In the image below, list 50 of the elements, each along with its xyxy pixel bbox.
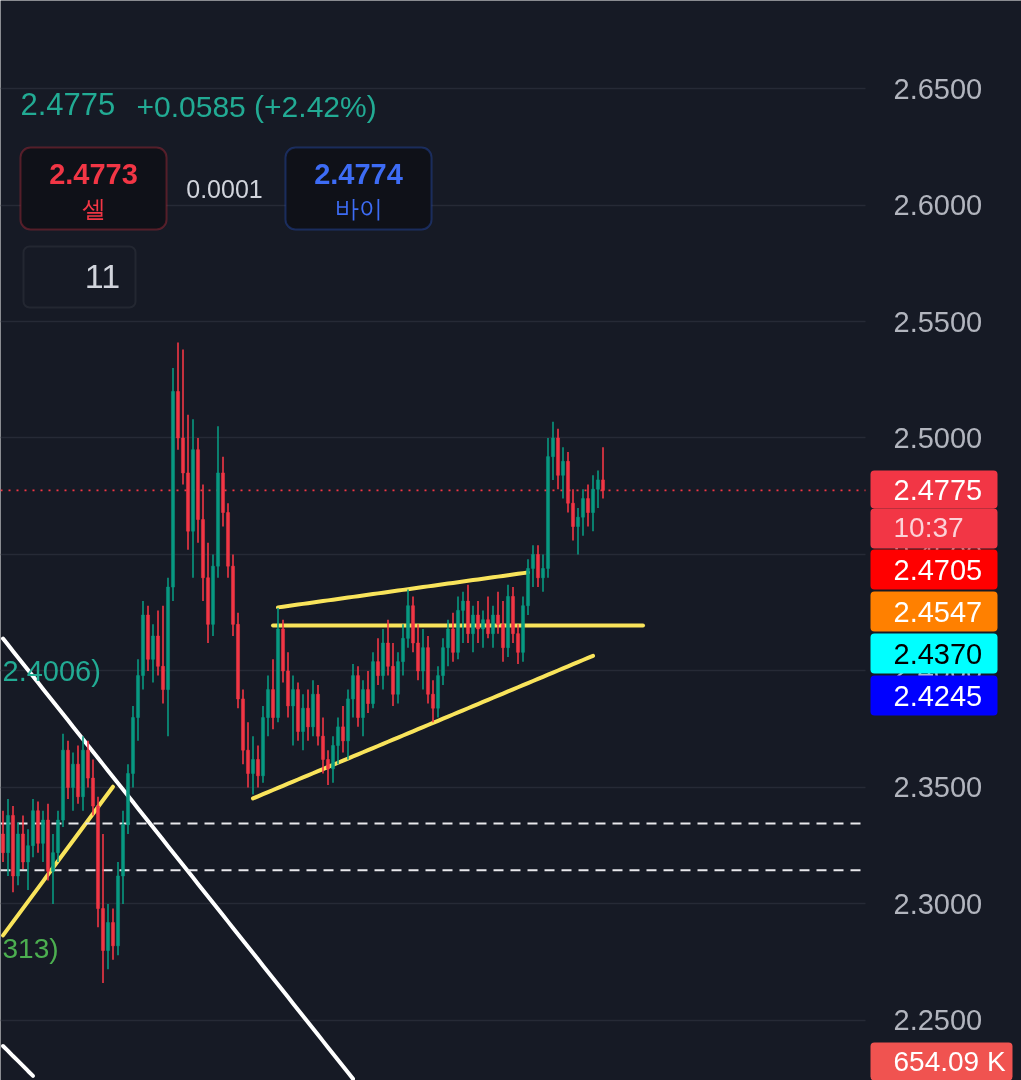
candlestick xyxy=(111,907,115,961)
candlestick xyxy=(481,609,485,649)
candlestick xyxy=(251,735,255,796)
annotation: 2.4774 xyxy=(314,157,403,190)
annotation: 313) xyxy=(2,933,59,964)
annotation: 2.4773 xyxy=(49,157,138,190)
candlestick xyxy=(41,809,45,863)
candlestick xyxy=(536,544,540,588)
y-tick-label: 2.3000 xyxy=(893,887,983,920)
candlestick xyxy=(561,446,565,500)
text: 10:37 xyxy=(893,512,964,543)
line-series xyxy=(251,653,595,801)
annotation: 2.4775 xyxy=(20,86,116,122)
candlestick xyxy=(366,670,370,714)
y-tick-label: 2.6500 xyxy=(893,72,983,105)
line-series xyxy=(1,1044,35,1078)
annotation: 0.0001 xyxy=(186,174,263,203)
candlestick xyxy=(1,809,5,863)
annotation: 11 xyxy=(84,257,121,295)
candlestick xyxy=(486,595,490,640)
text: 2.4245 xyxy=(893,679,983,712)
candlestick xyxy=(476,600,480,644)
annotation: 셀 xyxy=(81,194,106,223)
candlestick xyxy=(341,705,345,754)
text: 2.4547 xyxy=(893,595,983,628)
candlestick xyxy=(151,623,155,684)
candlestick xyxy=(421,628,425,691)
candlestick xyxy=(71,751,75,812)
y-tick-label: 2.2500 xyxy=(893,1004,983,1037)
text: 654.09 K xyxy=(893,1046,1006,1077)
candlestick xyxy=(301,693,305,751)
line-series xyxy=(1,636,355,1080)
candlestick xyxy=(256,744,260,789)
y-tick-label: 2.5000 xyxy=(893,422,983,454)
candlestick xyxy=(601,446,605,500)
annotation: +0.0585 (+2.42%) xyxy=(136,90,377,123)
y-tick-label: 2.3500 xyxy=(893,771,983,804)
y-tick-label: 2.6000 xyxy=(893,189,983,222)
candlestick xyxy=(491,604,495,649)
line-series xyxy=(1,784,115,938)
y-tick-label: 2.5500 xyxy=(893,305,983,338)
candlestick xyxy=(306,688,310,742)
candlestick xyxy=(376,637,380,686)
text: 2.4705 xyxy=(893,553,983,586)
candlestick xyxy=(471,604,475,654)
annotation: 바이 xyxy=(334,194,383,223)
candlestick xyxy=(291,674,295,747)
candlestick xyxy=(451,611,455,663)
ref-line-label: 2.4775 xyxy=(893,474,983,507)
text: 2.4370 xyxy=(893,637,983,670)
